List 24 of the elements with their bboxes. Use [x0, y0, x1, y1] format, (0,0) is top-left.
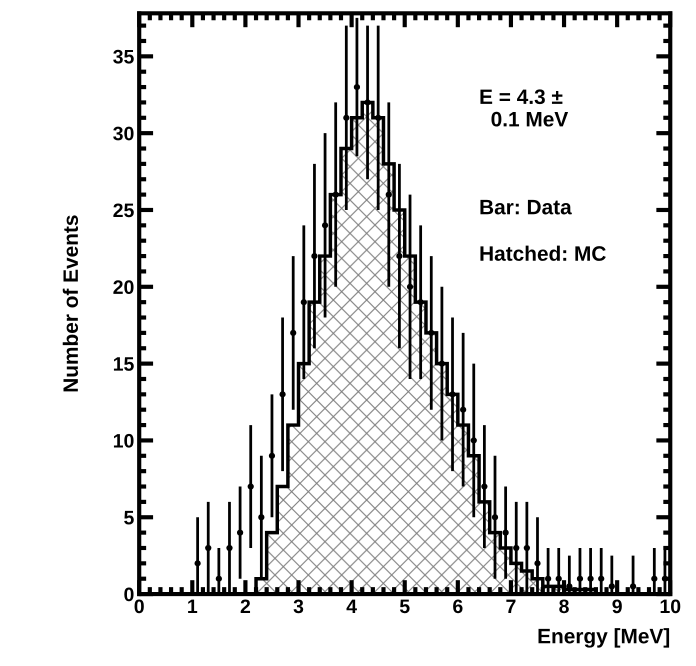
annotation: E = 4.3 ± 0.1 MeV: [480, 89, 568, 127]
x-tick-label: 7: [506, 600, 516, 614]
y-tick-label: 20: [113, 280, 134, 294]
x-tick-label: 0: [134, 599, 144, 614]
y-tick-label: 10: [114, 434, 134, 448]
x-tick-label: 10: [660, 599, 680, 614]
x-tick-label: 8: [559, 599, 569, 614]
annotation: Bar: Data: [480, 200, 572, 214]
y-tick-label: 30: [113, 126, 134, 140]
x-axis-title: Energy [MeV]: [538, 628, 670, 648]
x-tick-label: 2: [240, 599, 250, 614]
x-tick-label: 9: [612, 599, 622, 614]
y-axis-title: Number of Events: [62, 215, 78, 392]
x-tick-label: 6: [453, 599, 463, 614]
y-tick-label: 5: [124, 510, 134, 524]
y-tick-label: 25: [113, 203, 134, 218]
y-tick-label: 0: [124, 588, 134, 602]
x-tick-label: 5: [400, 600, 410, 614]
annotation: Hatched: MC: [480, 246, 606, 261]
x-tick-label: 3: [294, 599, 304, 614]
y-tick-label: 15: [114, 357, 134, 371]
x-tick-label: 4: [346, 600, 357, 614]
x-tick-label: 1: [188, 600, 198, 614]
y-tick-label: 35: [113, 50, 134, 64]
